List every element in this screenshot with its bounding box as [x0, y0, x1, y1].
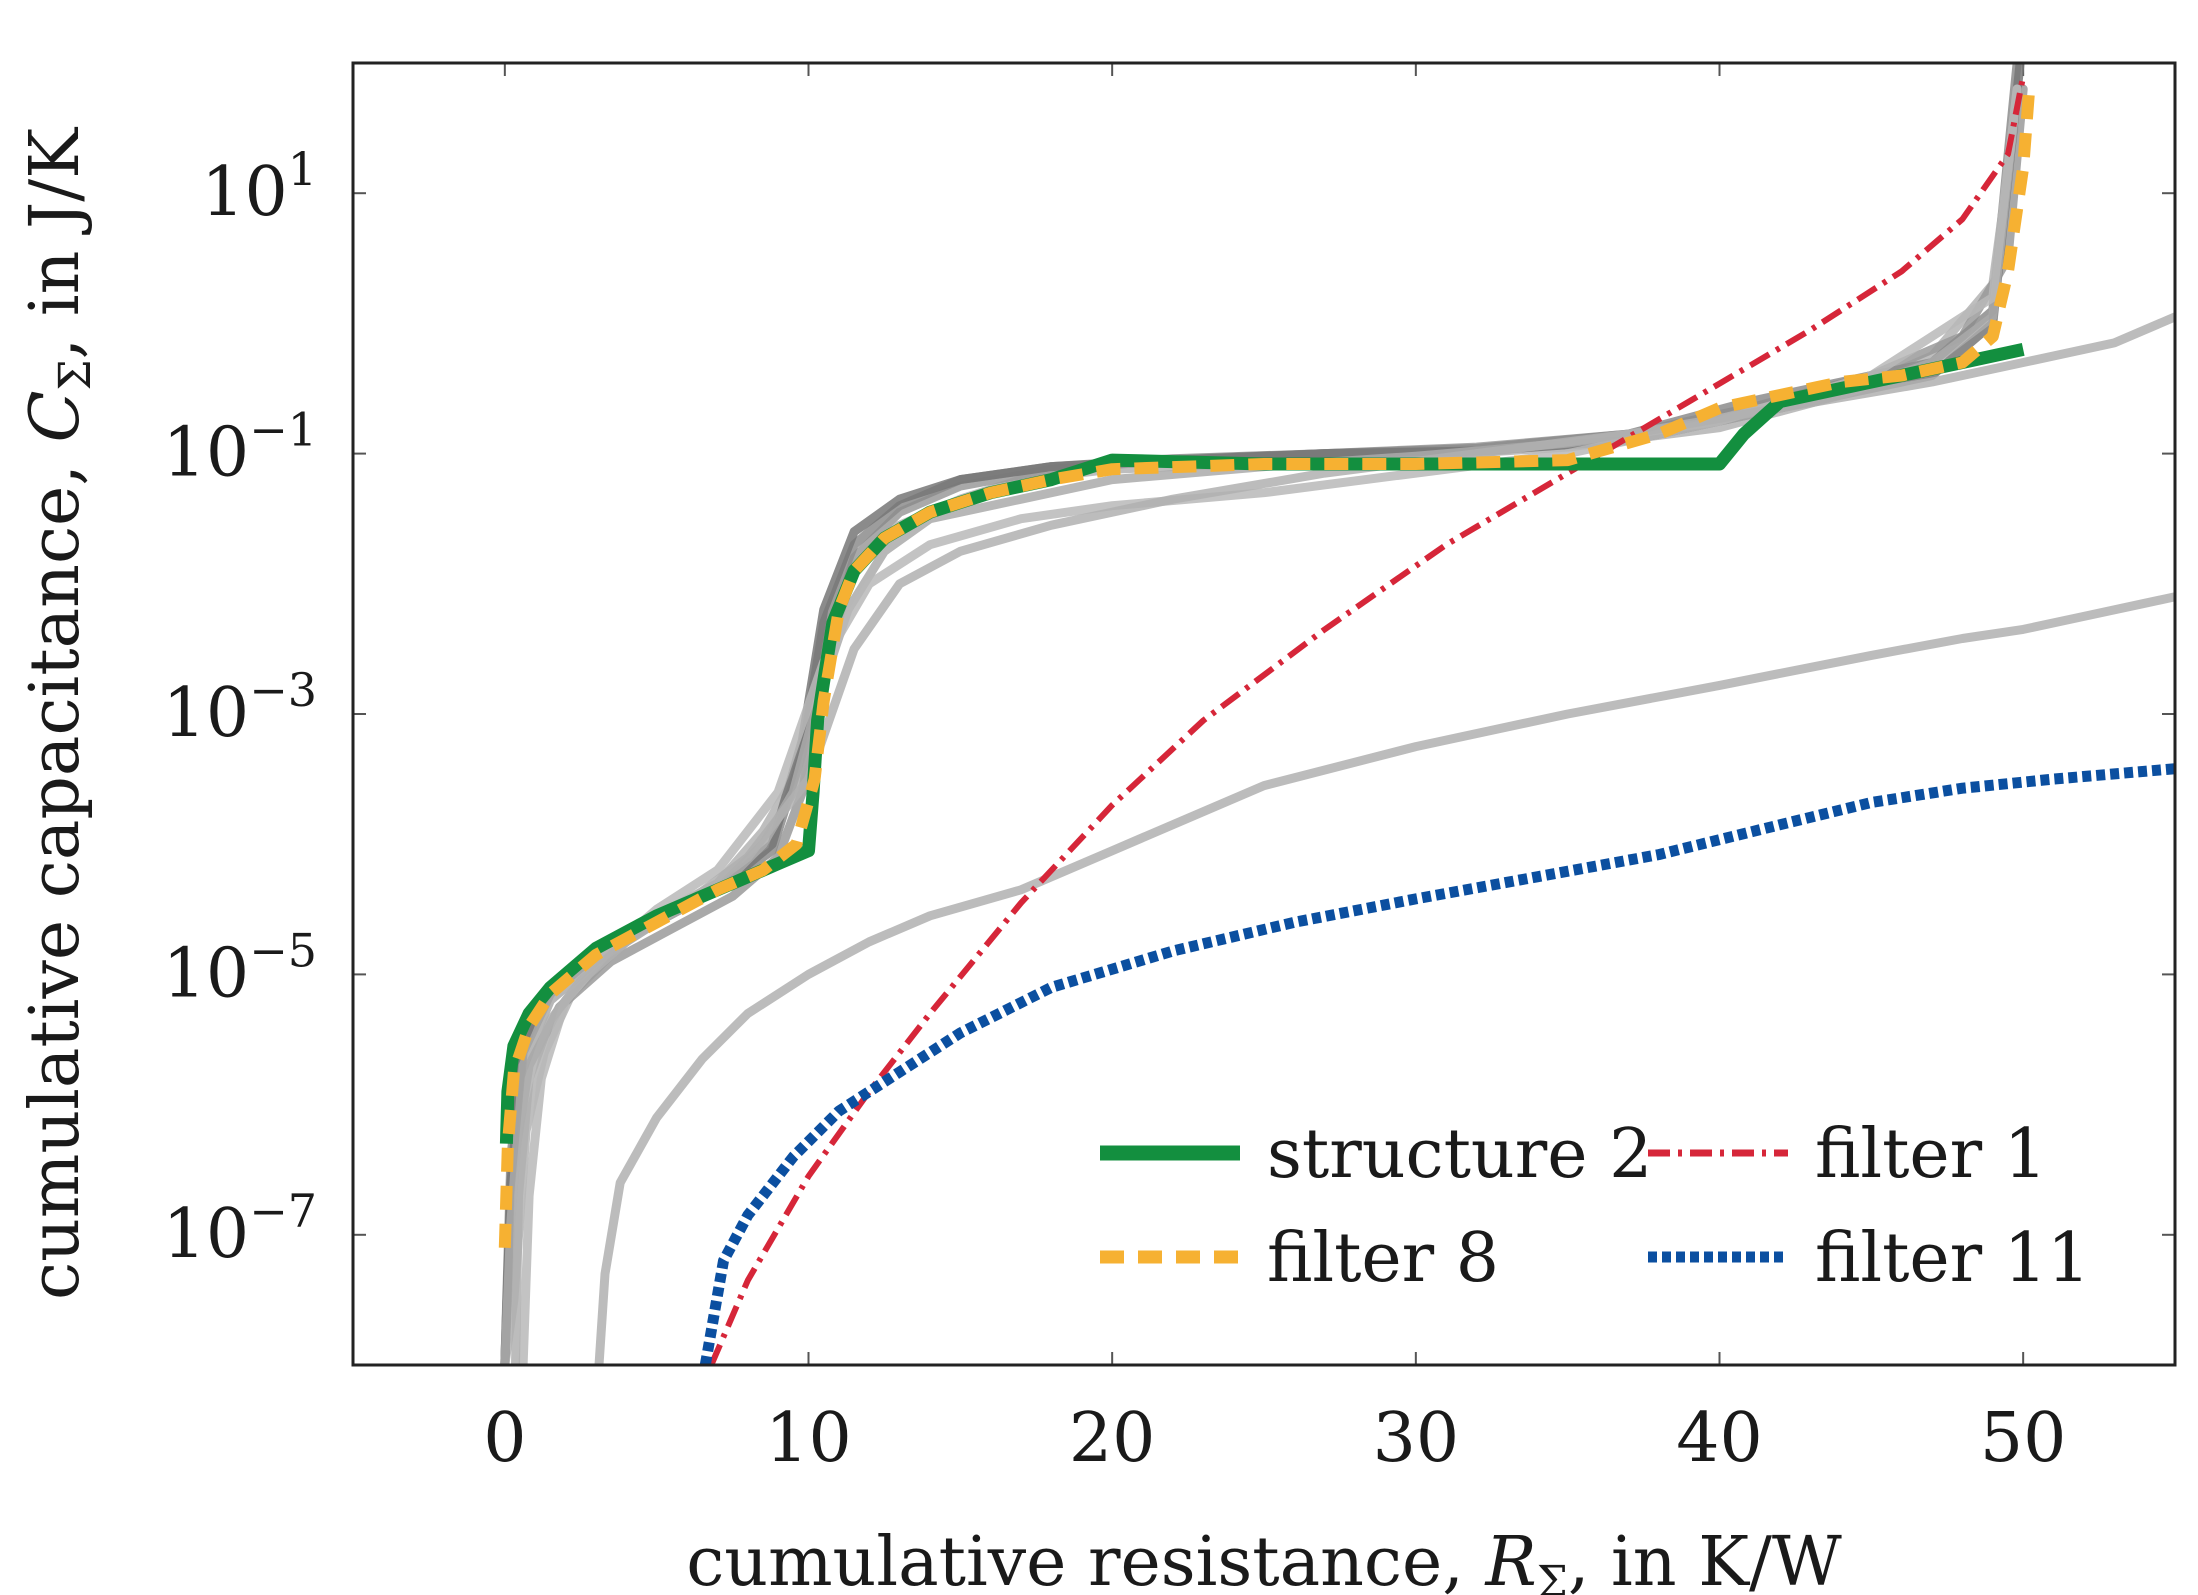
series-filter-ensemble-g	[594, 592, 2175, 1365]
y-tick-label: 10−3	[163, 663, 317, 753]
x-tick-label: 20	[1069, 1399, 1156, 1478]
series-filter-11	[699, 763, 2175, 1365]
x-tick-label: 0	[483, 1399, 526, 1478]
x-tick-label: 30	[1373, 1399, 1460, 1478]
y-tick-labels: 10−7 10−5 10−3 10−1 101	[163, 142, 317, 1274]
x-axis-label: cumulative resistance, RΣ, in K/W	[686, 1523, 1842, 1595]
plot-area	[498, 63, 2175, 1365]
y-tick-label: 101	[201, 142, 317, 232]
x-tick-label: 50	[1980, 1399, 2067, 1478]
legend: structure 2 filter 1 filter 8 filter 11	[1100, 1115, 2090, 1298]
legend-label-filter-11: filter 11	[1815, 1219, 2090, 1298]
series-filter-1	[708, 75, 2027, 1365]
y-tick-label: 10−1	[163, 403, 317, 493]
legend-label-filter-8: filter 8	[1267, 1219, 1499, 1298]
legend-label-structure-2: structure 2	[1267, 1115, 1652, 1194]
axes-frame	[351, 61, 2177, 1367]
legend-label-filter-1: filter 1	[1815, 1115, 2047, 1194]
y-tick-label: 10−7	[163, 1184, 317, 1274]
x-tick-label: 10	[765, 1399, 852, 1478]
y-tick-label: 10−5	[163, 923, 317, 1013]
x-tick-label: 40	[1676, 1399, 1763, 1478]
x-tick-labels: 0 10 20 30 40 50	[483, 1399, 2066, 1478]
series-filter-8	[498, 88, 2036, 1248]
y-axis-label: cumulative capacitance, CΣ, in J/K	[16, 127, 101, 1300]
series-filter-ensemble-h	[511, 312, 2175, 1365]
